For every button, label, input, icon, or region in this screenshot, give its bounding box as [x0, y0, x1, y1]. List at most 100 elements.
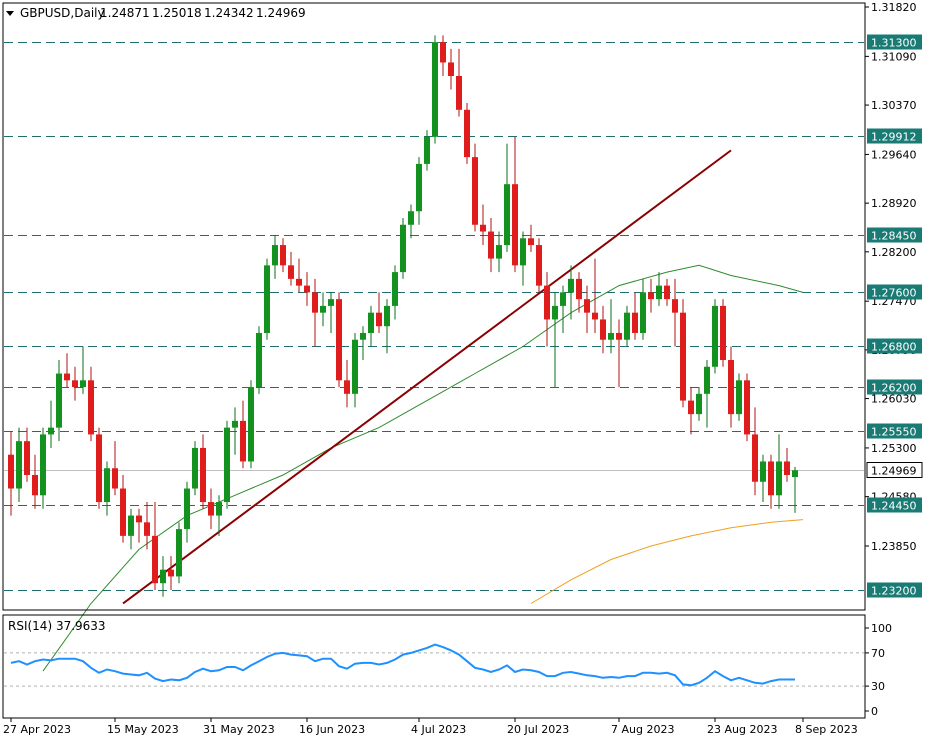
candle[interactable]	[168, 556, 174, 590]
candle[interactable]	[472, 143, 478, 232]
candle[interactable]	[488, 218, 494, 273]
candle[interactable]	[192, 441, 198, 496]
candle[interactable]	[176, 522, 182, 584]
candle[interactable]	[120, 474, 126, 543]
candle[interactable]	[672, 278, 678, 347]
candle[interactable]	[360, 326, 366, 361]
candle[interactable]	[336, 292, 342, 388]
candle[interactable]	[48, 400, 54, 448]
candle[interactable]	[32, 454, 38, 509]
candle[interactable]	[352, 332, 358, 408]
candle[interactable]	[688, 387, 694, 435]
candle[interactable]	[520, 231, 526, 286]
candle[interactable]	[576, 272, 582, 313]
candle[interactable]	[536, 238, 542, 293]
candles[interactable]	[8, 35, 798, 597]
candle[interactable]	[248, 380, 254, 469]
candle[interactable]	[552, 292, 558, 388]
candle[interactable]	[696, 387, 702, 421]
candle[interactable]	[408, 204, 414, 239]
candle[interactable]	[584, 285, 590, 333]
candle[interactable]	[608, 299, 614, 354]
candle[interactable]	[496, 231, 502, 273]
candle[interactable]	[776, 434, 782, 509]
candle[interactable]	[424, 130, 430, 171]
candle[interactable]	[528, 224, 534, 252]
candle[interactable]	[216, 495, 222, 536]
candle[interactable]	[384, 299, 390, 354]
candle[interactable]	[416, 157, 422, 225]
candle[interactable]	[600, 305, 606, 354]
candle[interactable]	[296, 258, 302, 293]
candle[interactable]	[704, 360, 710, 428]
candle[interactable]	[544, 272, 550, 347]
candle[interactable]	[264, 258, 270, 340]
candle[interactable]	[728, 346, 734, 428]
candle[interactable]	[592, 258, 598, 333]
candle[interactable]	[456, 48, 462, 117]
candle[interactable]	[376, 292, 382, 333]
candle[interactable]	[752, 407, 758, 496]
candle[interactable]	[568, 265, 574, 320]
candle[interactable]	[96, 427, 102, 509]
candle[interactable]	[224, 420, 230, 509]
candle[interactable]	[304, 272, 310, 306]
candle[interactable]	[616, 319, 622, 388]
candle[interactable]	[792, 466, 798, 513]
candle[interactable]	[664, 278, 670, 306]
candle[interactable]	[768, 454, 774, 509]
candle[interactable]	[200, 434, 206, 509]
candle[interactable]	[448, 48, 454, 90]
candle[interactable]	[632, 292, 638, 340]
candle[interactable]	[240, 400, 246, 469]
candle[interactable]	[648, 278, 654, 313]
candle[interactable]	[112, 441, 118, 496]
candle[interactable]	[16, 427, 22, 503]
trendline[interactable]	[122, 149, 732, 605]
candle[interactable]	[624, 305, 630, 347]
candle[interactable]	[24, 427, 30, 482]
candle[interactable]	[504, 143, 510, 252]
candle[interactable]	[256, 326, 262, 394]
candle[interactable]	[184, 481, 190, 543]
candle[interactable]	[784, 447, 790, 482]
candle[interactable]	[480, 204, 486, 246]
candle[interactable]	[56, 360, 62, 442]
candle[interactable]	[344, 360, 350, 408]
candle[interactable]	[72, 366, 78, 401]
candle[interactable]	[312, 278, 318, 347]
candle[interactable]	[368, 305, 374, 347]
candle[interactable]	[208, 488, 214, 530]
candle[interactable]	[152, 502, 158, 590]
candle[interactable]	[64, 353, 70, 388]
candle[interactable]	[80, 346, 86, 394]
candle[interactable]	[712, 299, 718, 374]
candle[interactable]	[760, 454, 766, 503]
candle[interactable]	[136, 508, 142, 543]
candle[interactable]	[328, 292, 334, 333]
candle[interactable]	[160, 556, 166, 597]
candle[interactable]	[440, 35, 446, 76]
candle[interactable]	[640, 278, 646, 340]
dropdown-triangle-icon[interactable]	[6, 11, 14, 16]
candle[interactable]	[272, 234, 278, 279]
candle[interactable]	[144, 502, 150, 550]
candle[interactable]	[128, 508, 134, 550]
candle[interactable]	[744, 373, 750, 442]
candle[interactable]	[88, 366, 94, 442]
candle[interactable]	[40, 427, 46, 509]
candle[interactable]	[720, 299, 726, 367]
candle[interactable]	[288, 251, 294, 286]
candle[interactable]	[392, 265, 398, 320]
candle[interactable]	[280, 238, 286, 273]
candle[interactable]	[512, 136, 518, 273]
candle[interactable]	[432, 35, 438, 144]
candle[interactable]	[320, 292, 326, 327]
candle[interactable]	[736, 373, 742, 421]
candle[interactable]	[680, 299, 686, 408]
candle[interactable]	[464, 103, 470, 164]
candle[interactable]	[232, 407, 238, 455]
candle[interactable]	[8, 431, 14, 516]
candle[interactable]	[104, 461, 110, 516]
candle[interactable]	[400, 218, 406, 279]
